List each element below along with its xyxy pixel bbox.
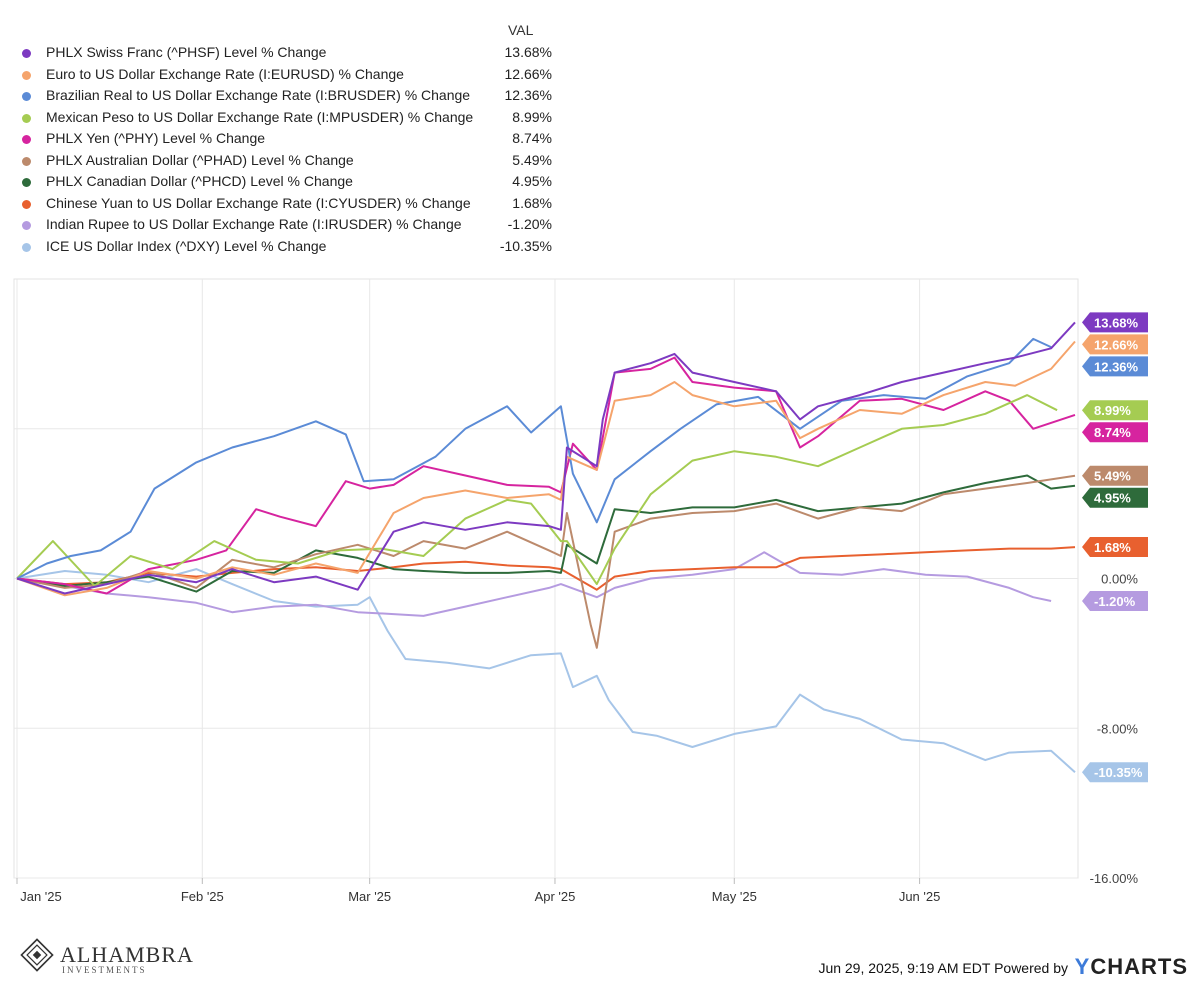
- legend-value: 12.36%: [504, 87, 552, 103]
- end-value-tag: [1082, 312, 1148, 333]
- legend-swatch: [22, 242, 31, 252]
- legend-swatch: [22, 156, 31, 166]
- legend-label: PHLX Yen (^PHY) Level % Change: [46, 130, 266, 146]
- legend-label: ICE US Dollar Index (^DXY) Level % Chang…: [46, 237, 327, 254]
- x-tick-label: Mar '25: [348, 889, 391, 904]
- ycharts-logo[interactable]: YCHARTS: [1075, 954, 1188, 980]
- brand-y: Y: [1074, 954, 1091, 979]
- legend-item[interactable]: Chinese Yuan to US Dollar Exchange Rate …: [22, 194, 552, 215]
- legend-item[interactable]: Indian Rupee to US Dollar Exchange Rate …: [22, 215, 552, 236]
- legend-swatch: [22, 135, 31, 144]
- end-value-tag: [1082, 537, 1148, 558]
- legend-value-header: VAL: [508, 22, 534, 38]
- end-value-label: -1.20%: [1094, 594, 1136, 609]
- legend-value: -1.20%: [507, 216, 552, 232]
- legend-label: Chinese Yuan to US Dollar Exchange Rate …: [46, 194, 471, 211]
- series-line: [16, 551, 1052, 617]
- legend-value: -10.35%: [499, 237, 552, 254]
- legend-value: 1.68%: [512, 194, 552, 211]
- end-value-tag: [1082, 465, 1148, 486]
- y-tick-label: -8.00%: [1097, 721, 1139, 736]
- end-value-label: 1.68%: [1094, 540, 1131, 555]
- legend-swatch: [22, 70, 31, 80]
- legend-item[interactable]: PHLX Swiss Franc (^PHSF) Level % Change 1…: [22, 43, 552, 64]
- legend-label: PHLX Canadian Dollar (^PHCD) Level % Cha…: [46, 173, 353, 189]
- legend-swatch: [22, 113, 31, 123]
- series-line: [16, 337, 1052, 580]
- logo-name: ALHAMBRA: [60, 942, 194, 967]
- y-tick-label: 0.00%: [1101, 572, 1138, 587]
- legend-label: PHLX Australian Dollar (^PHAD) Level % C…: [46, 151, 354, 168]
- end-value-label: 12.36%: [1094, 359, 1139, 374]
- legend-value: 8.74%: [512, 130, 552, 146]
- series-line: [16, 568, 1076, 773]
- legend-value: 13.68%: [504, 44, 552, 60]
- legend-item[interactable]: ICE US Dollar Index (^DXY) Level % Chang…: [22, 237, 552, 258]
- alhambra-logo-icon: [20, 938, 54, 972]
- legend-item[interactable]: PHLX Yen (^PHY) Level % Change 8.74%: [22, 129, 552, 150]
- series-line: [16, 474, 1076, 593]
- end-value-label: 13.68%: [1094, 315, 1139, 330]
- timestamp: Jun 29, 2025, 9:19 AM EDT Powered by: [818, 960, 1068, 976]
- series-line: [16, 546, 1076, 591]
- legend-item[interactable]: Euro to US Dollar Exchange Rate (I:EURUS…: [22, 65, 552, 86]
- end-value-label: 5.49%: [1094, 469, 1131, 484]
- logo-subtitle: INVESTMENTS: [62, 965, 147, 975]
- legend-swatch: [22, 221, 31, 230]
- series-line: [16, 474, 1076, 649]
- legend-value: 12.66%: [504, 65, 552, 82]
- end-value-label: 8.99%: [1094, 403, 1131, 418]
- legend-swatch: [22, 92, 31, 101]
- end-value-tag: [1082, 356, 1148, 377]
- legend-label: PHLX Swiss Franc (^PHSF) Level % Change: [46, 44, 327, 60]
- end-value-tag: [1082, 487, 1148, 508]
- x-tick-label: Feb '25: [181, 889, 224, 904]
- footer: ALHAMBRA INVESTMENTS Jun 29, 2025, 9:19 …: [0, 930, 1200, 987]
- legend-swatch: [22, 49, 31, 58]
- legend-label: Mexican Peso to US Dollar Exchange Rate …: [46, 108, 474, 125]
- legend-label: Euro to US Dollar Exchange Rate (I:EURUS…: [46, 65, 404, 82]
- series-line: [16, 394, 1058, 587]
- legend-swatch: [22, 199, 31, 209]
- legend-label: Brazilian Real to US Dollar Exchange Rat…: [46, 87, 471, 103]
- end-value-label: 4.95%: [1094, 491, 1131, 506]
- chart-legend: VAL PHLX Swiss Franc (^PHSF) Level % Cha…: [0, 0, 560, 265]
- y-tick-label: -16.00%: [1090, 871, 1139, 886]
- legend-swatch: [22, 178, 31, 187]
- legend-value: 5.49%: [512, 151, 552, 168]
- end-value-label: -10.35%: [1094, 765, 1143, 780]
- brand-rest: CHARTS: [1090, 954, 1188, 979]
- end-value-label: 12.66%: [1094, 337, 1139, 352]
- end-value-tag: [1082, 400, 1148, 421]
- legend-item[interactable]: Brazilian Real to US Dollar Exchange Rat…: [22, 86, 552, 107]
- legend-item[interactable]: Mexican Peso to US Dollar Exchange Rate …: [22, 108, 552, 129]
- legend-value: 4.95%: [512, 173, 552, 189]
- series-line: [16, 340, 1076, 597]
- end-value-label: 8.74%: [1094, 425, 1131, 440]
- end-value-tag: [1082, 590, 1148, 611]
- legend-label: Indian Rupee to US Dollar Exchange Rate …: [46, 216, 462, 232]
- x-tick-label: Apr '25: [535, 889, 576, 904]
- series-line: [16, 356, 1076, 595]
- legend-item[interactable]: PHLX Canadian Dollar (^PHCD) Level % Cha…: [22, 172, 552, 193]
- end-value-tag: [1082, 762, 1148, 783]
- x-tick-label: May '25: [712, 889, 757, 904]
- x-tick-label: Jun '25: [899, 889, 941, 904]
- line-chart: 0.00% -8.00% -16.00% Jan '25 Feb '25 Mar '25 A…: [13, 278, 1148, 904]
- legend-item[interactable]: PHLX Australian Dollar (^PHAD) Level % C…: [22, 151, 552, 172]
- series-line: [16, 321, 1076, 595]
- legend-value: 8.99%: [512, 108, 552, 125]
- x-tick-label: Jan '25: [20, 889, 62, 904]
- end-value-tag: [1082, 334, 1148, 355]
- end-value-tag: [1082, 422, 1148, 443]
